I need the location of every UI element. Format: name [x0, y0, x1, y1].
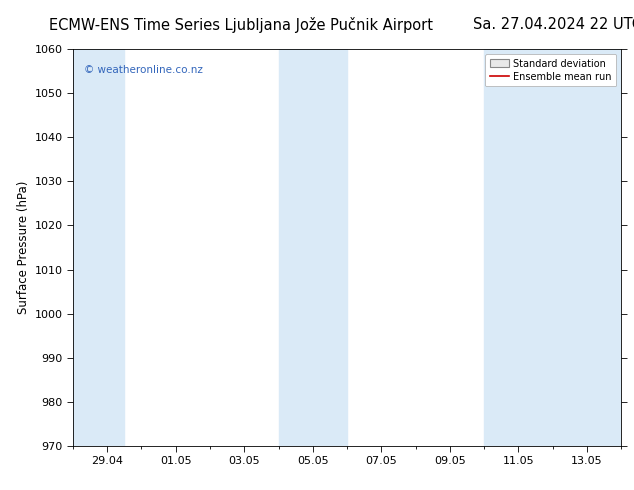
Text: Sa. 27.04.2024 22 UTC: Sa. 27.04.2024 22 UTC	[474, 17, 634, 32]
Bar	[278, 49, 347, 446]
Bar	[73, 49, 124, 446]
Y-axis label: Surface Pressure (hPa): Surface Pressure (hPa)	[17, 181, 30, 314]
Text: ECMW-ENS Time Series Ljubljana Jože Pučnik Airport: ECMW-ENS Time Series Ljubljana Jože Pučn…	[49, 17, 433, 33]
Legend: Standard deviation, Ensemble mean run: Standard deviation, Ensemble mean run	[485, 54, 616, 87]
Text: © weatheronline.co.nz: © weatheronline.co.nz	[84, 65, 203, 75]
Bar	[484, 49, 621, 446]
